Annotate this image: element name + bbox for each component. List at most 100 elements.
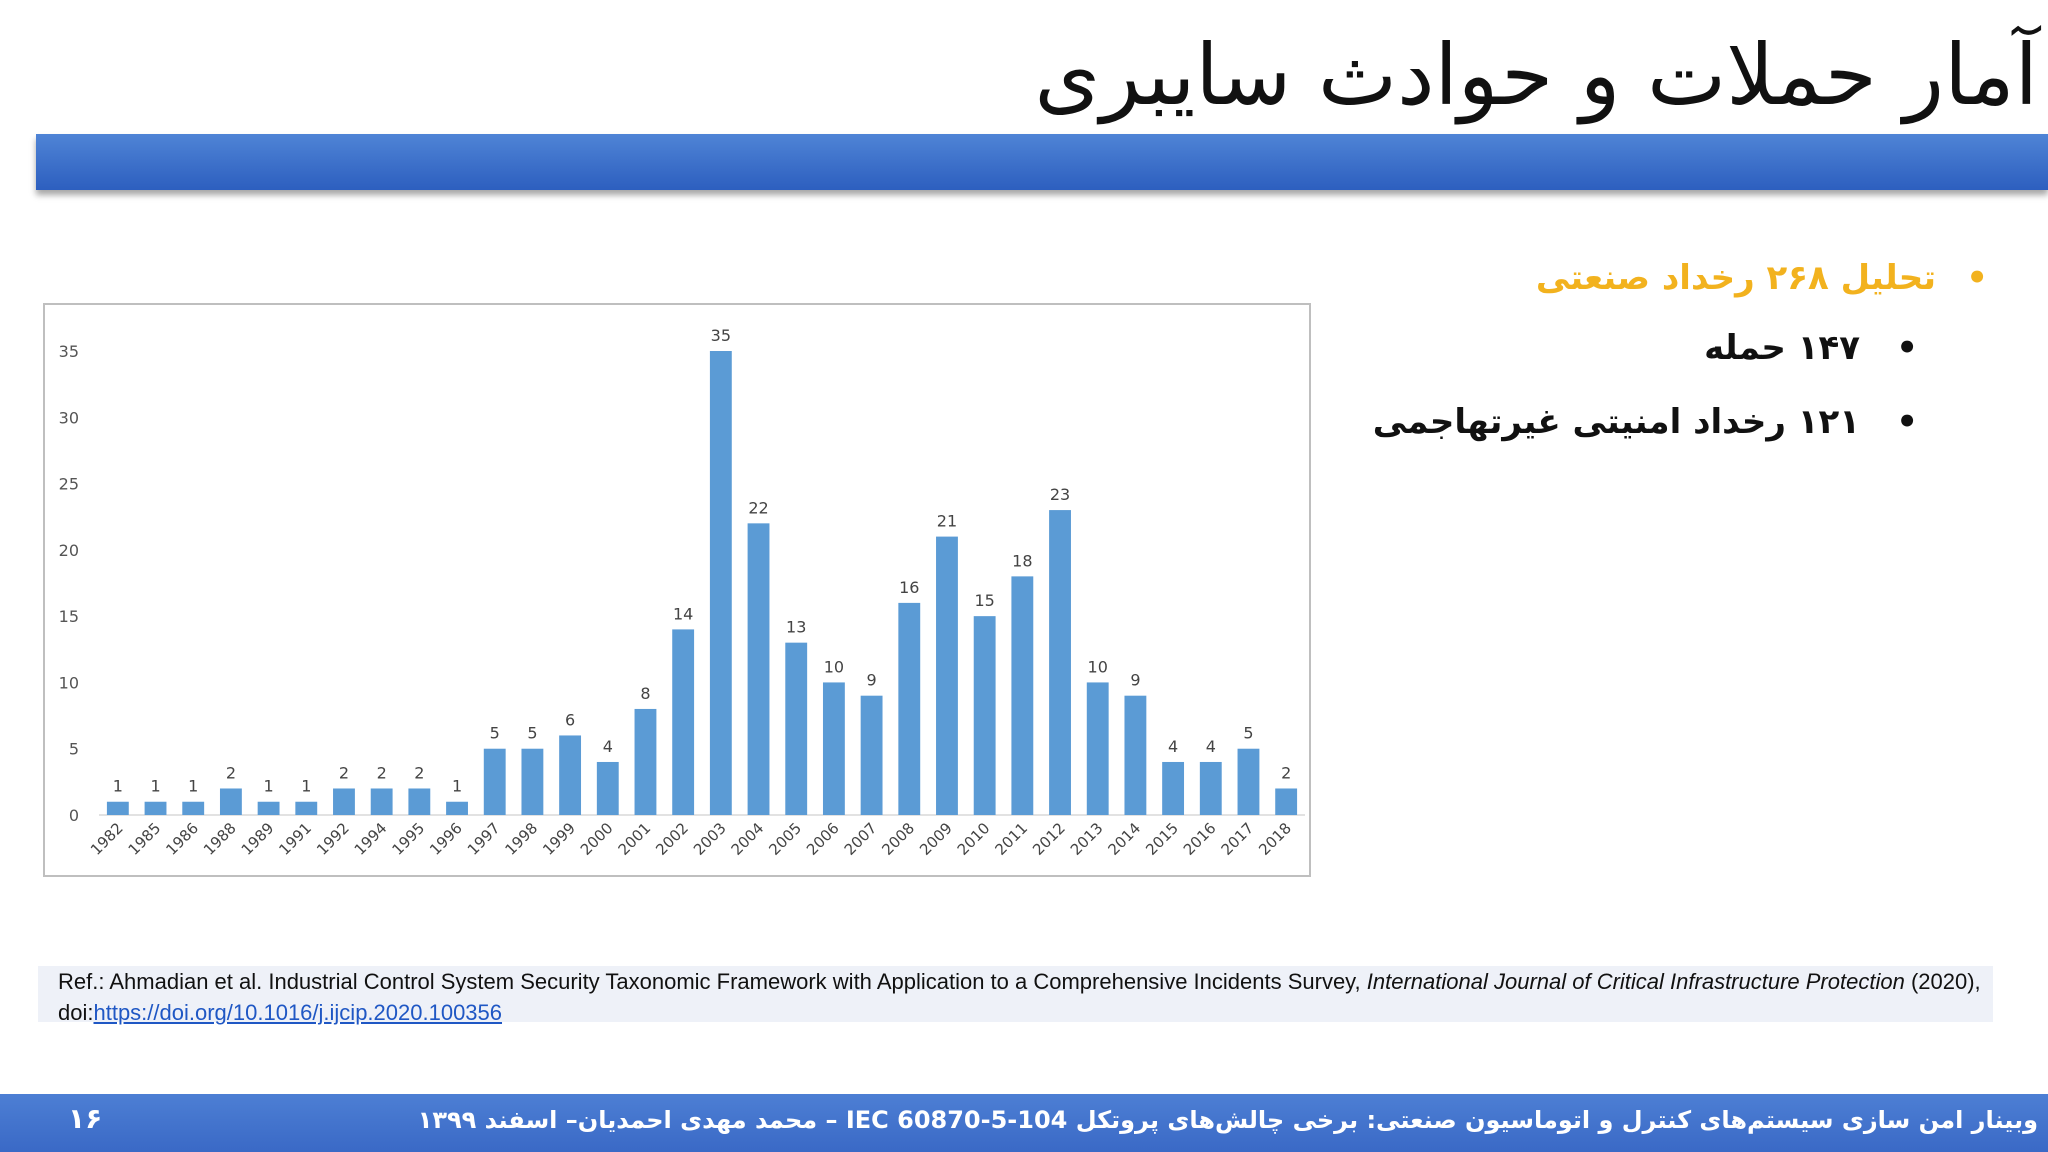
x-tick-label: 2002 — [652, 819, 692, 859]
bullet-sub-text: ۱۲۱ رخداد امنیتی غیرتهاجمی — [1372, 402, 1860, 442]
bar — [709, 351, 732, 815]
bar — [106, 801, 129, 815]
x-tick-label: 1999 — [539, 819, 579, 859]
data-label: 5 — [1243, 724, 1253, 743]
bar — [333, 788, 355, 815]
bar — [747, 523, 770, 815]
data-label: 1 — [301, 777, 311, 796]
bar — [1011, 576, 1034, 815]
data-label: 1 — [264, 777, 274, 796]
y-tick-label: 35 — [59, 342, 79, 361]
y-tick-label: 0 — [69, 806, 79, 825]
reference-year: (2020), doi: — [58, 969, 1981, 1025]
bar — [936, 536, 958, 815]
footer-text: وبینار امن سازی سیستم‌های کنترل و اتوماس… — [417, 1106, 2038, 1134]
bar — [1237, 748, 1260, 815]
bar — [822, 682, 845, 815]
data-label: 4 — [1206, 737, 1216, 756]
x-tick-label: 2018 — [1255, 819, 1295, 859]
x-tick-label: 1989 — [238, 819, 278, 859]
bullet-marker: • — [1896, 402, 1918, 442]
bar — [446, 801, 468, 815]
bar — [785, 642, 808, 815]
x-tick-label: 1996 — [426, 819, 466, 859]
bar — [559, 735, 582, 815]
bar — [973, 616, 996, 815]
bar — [860, 695, 883, 815]
data-label: 4 — [603, 737, 613, 756]
x-tick-label: 1998 — [502, 819, 542, 859]
bullet-marker: • — [1966, 258, 1988, 298]
x-tick-label: 2004 — [728, 819, 768, 859]
x-tick-label: 2009 — [916, 819, 956, 859]
bar — [634, 708, 657, 815]
bar — [144, 801, 167, 815]
chart-svg: 0510152025303511982119851198621988119891… — [59, 326, 1305, 859]
bar — [219, 788, 242, 815]
bar — [1124, 695, 1147, 815]
bar — [1049, 510, 1071, 815]
doi-link[interactable]: https://doi.org/10.1016/j.ijcip.2020.100… — [93, 1000, 503, 1025]
x-tick-label: 1986 — [162, 819, 202, 859]
bullet-sub-incidents: • ۱۲۱ رخداد امنیتی غیرتهاجمی — [1088, 385, 1918, 459]
x-tick-label: 1982 — [87, 819, 127, 859]
reference-prefix: Ref.: Ahmadian et al. Industrial Control… — [58, 969, 1367, 994]
title-band — [36, 134, 2048, 190]
x-tick-label: 1995 — [388, 819, 428, 859]
x-tick-label: 2011 — [991, 819, 1031, 859]
bullet-list: • تحلیل ۲۶۸ رخداد صنعتی • ۱۴۷ حمله • ۱۲۱… — [1088, 245, 1988, 459]
data-label: 21 — [937, 512, 957, 531]
data-label: 2 — [1281, 763, 1291, 782]
x-tick-label: 1988 — [200, 819, 240, 859]
data-label: 9 — [867, 671, 877, 690]
y-tick-label: 20 — [59, 541, 79, 560]
data-label: 23 — [1050, 485, 1070, 504]
reference-box: Ref.: Ahmadian et al. Industrial Control… — [38, 966, 1993, 1025]
bar — [257, 801, 280, 815]
x-tick-label: 2015 — [1142, 819, 1182, 859]
data-label: 2 — [377, 763, 387, 782]
data-label: 2 — [226, 763, 236, 782]
y-tick-label: 25 — [59, 475, 79, 494]
data-label: 1 — [452, 777, 462, 796]
bar — [1162, 761, 1185, 815]
x-tick-label: 2016 — [1180, 819, 1220, 859]
x-tick-label: 2017 — [1218, 819, 1258, 859]
bar — [1275, 788, 1298, 815]
data-label: 18 — [1012, 551, 1032, 570]
x-tick-label: 2005 — [765, 819, 805, 859]
x-tick-label: 1985 — [125, 819, 165, 859]
bar — [483, 748, 506, 815]
data-label: 2 — [339, 763, 349, 782]
x-tick-label: 2008 — [878, 819, 918, 859]
data-label: 1 — [188, 777, 198, 796]
bar-chart: 0 5 10 15 20 25 30 35 1 1982 1 1985 1 1986 2 1988 1 1989 1… — [43, 303, 1311, 877]
bar — [370, 788, 393, 815]
data-label: 14 — [673, 604, 693, 623]
bar — [182, 801, 205, 815]
x-tick-label: 2006 — [803, 819, 843, 859]
bar — [1199, 761, 1222, 815]
data-label: 6 — [565, 710, 575, 729]
page-number: ۱۶ — [68, 1102, 103, 1135]
bar — [408, 788, 431, 815]
x-tick-label: 1997 — [464, 819, 504, 859]
x-tick-label: 2013 — [1067, 819, 1107, 859]
data-label: 35 — [711, 326, 731, 345]
y-tick-label: 5 — [69, 740, 79, 759]
y-tick-label: 10 — [59, 673, 79, 692]
x-tick-label: 2010 — [954, 819, 994, 859]
data-label: 22 — [748, 498, 768, 517]
footer-band: ۱۶ وبینار امن سازی سیستم‌های کنترل و اتو… — [0, 1094, 2048, 1152]
x-tick-label: 2001 — [615, 819, 655, 859]
data-label: 10 — [824, 657, 844, 676]
page-title: آمار حملات و حوادث سایبری — [1034, 26, 2039, 124]
bar — [295, 801, 318, 815]
data-label: 2 — [414, 763, 424, 782]
reference-journal: International Journal of Critical Infras… — [1366, 969, 1905, 994]
bullet-marker: • — [1896, 328, 1918, 368]
x-tick-label: 2003 — [690, 819, 730, 859]
y-tick-label: 15 — [59, 607, 79, 626]
data-label: 8 — [640, 684, 650, 703]
data-label: 16 — [899, 578, 919, 597]
